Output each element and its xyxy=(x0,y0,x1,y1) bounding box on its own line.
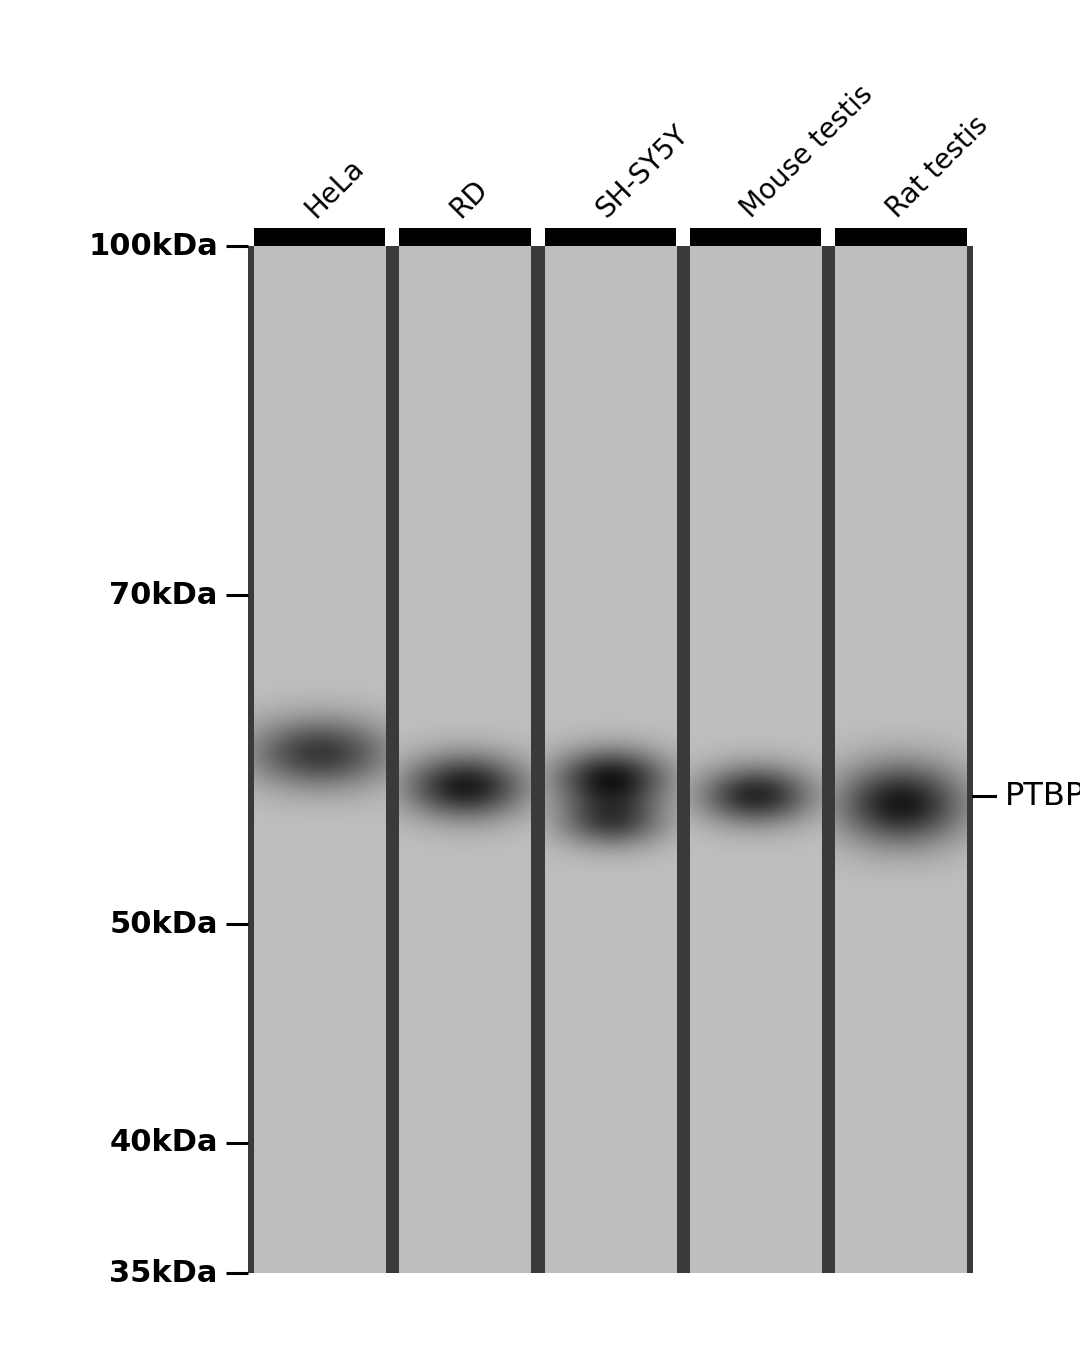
Bar xyxy=(247,246,254,1273)
Bar xyxy=(544,229,676,246)
Bar xyxy=(690,229,821,246)
Bar xyxy=(967,246,973,1273)
Text: 40kDa: 40kDa xyxy=(109,1128,218,1157)
Bar xyxy=(254,229,386,246)
Bar xyxy=(676,246,690,1273)
Bar xyxy=(254,246,386,1273)
Bar xyxy=(544,246,676,1273)
Bar xyxy=(821,246,835,1273)
Bar xyxy=(400,246,530,1273)
Bar xyxy=(690,246,821,1273)
Bar xyxy=(835,246,967,1273)
Text: 70kDa: 70kDa xyxy=(109,580,218,609)
Bar xyxy=(835,229,967,246)
Text: SH-SY5Y: SH-SY5Y xyxy=(591,120,693,223)
Text: HeLa: HeLa xyxy=(299,153,369,223)
Text: Mouse testis: Mouse testis xyxy=(735,81,879,223)
Bar xyxy=(386,246,400,1273)
Text: 100kDa: 100kDa xyxy=(89,231,218,261)
Text: RD: RD xyxy=(445,175,494,223)
Text: Rat testis: Rat testis xyxy=(881,111,994,223)
Text: 50kDa: 50kDa xyxy=(109,910,218,939)
Bar xyxy=(530,246,544,1273)
Bar xyxy=(400,229,530,246)
Text: PTBP2: PTBP2 xyxy=(1004,780,1080,812)
Text: 35kDa: 35kDa xyxy=(109,1258,218,1288)
